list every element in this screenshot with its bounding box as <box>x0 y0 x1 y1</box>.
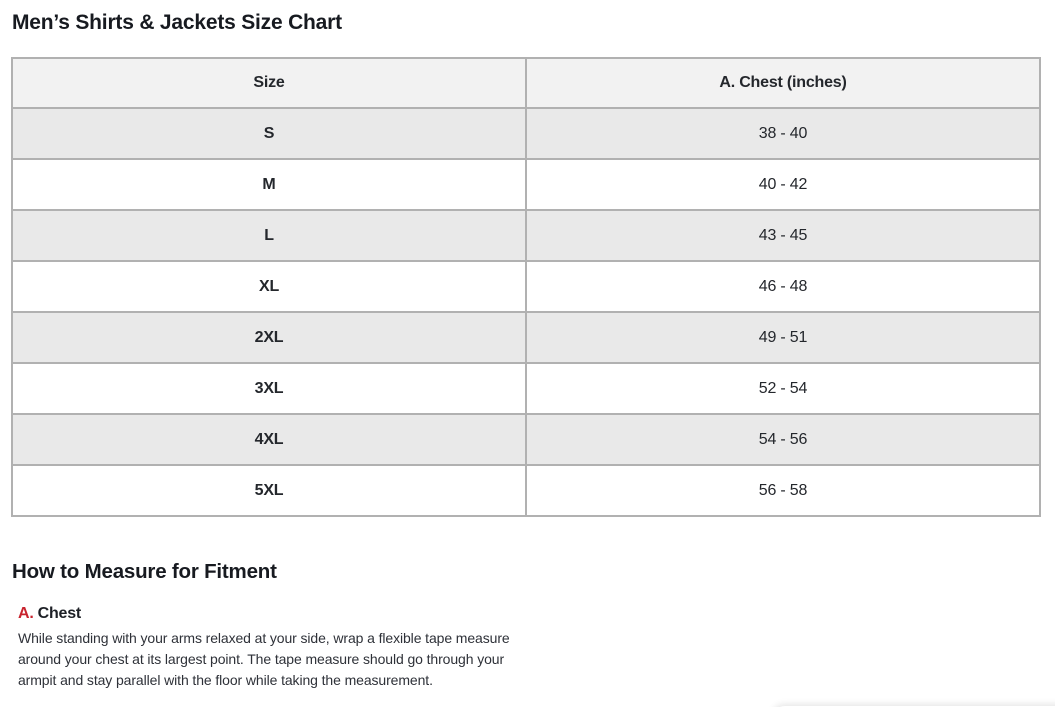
chest-cell: 49 - 51 <box>525 311 1041 364</box>
page-title: Men’s Shirts & Jackets Size Chart <box>12 11 342 34</box>
chest-cell: 54 - 56 <box>525 413 1041 466</box>
chest-cell: 52 - 54 <box>525 362 1041 415</box>
column-header-chest: A. Chest (inches) <box>525 57 1041 109</box>
size-cell: 2XL <box>11 311 527 364</box>
size-cell: 3XL <box>11 362 527 415</box>
size-chart-table: Size A. Chest (inches) S 38 - 40 M 40 - … <box>11 57 1041 517</box>
measure-description: While standing with your arms relaxed at… <box>18 630 510 688</box>
chest-cell: 43 - 45 <box>525 209 1041 262</box>
chest-cell: 56 - 58 <box>525 464 1041 517</box>
table-row: S 38 - 40 <box>11 107 1041 160</box>
table-row: XL 46 - 48 <box>11 260 1041 313</box>
table-row: M 40 - 42 <box>11 158 1041 211</box>
table-header-row: Size A. Chest (inches) <box>11 57 1041 109</box>
size-cell: XL <box>11 260 527 313</box>
chest-cell: 38 - 40 <box>525 107 1041 160</box>
table-row: L 43 - 45 <box>11 209 1041 262</box>
size-cell: S <box>11 107 527 160</box>
size-cell: 4XL <box>11 413 527 466</box>
chest-cell: 40 - 42 <box>525 158 1041 211</box>
size-cell: M <box>11 158 527 211</box>
table-row: 5XL 56 - 58 <box>11 464 1041 517</box>
chest-cell: 46 - 48 <box>525 260 1041 313</box>
measure-section-heading: How to Measure for Fitment <box>12 560 277 583</box>
size-cell: L <box>11 209 527 262</box>
size-cell: 5XL <box>11 464 527 517</box>
measure-letter: A. <box>18 605 34 622</box>
table-row: 2XL 49 - 51 <box>11 311 1041 364</box>
size-table-body: S 38 - 40 M 40 - 42 L 43 - 45 XL 46 - 48… <box>11 107 1041 517</box>
measure-label: Chest <box>37 605 82 622</box>
column-header-size: Size <box>11 57 527 109</box>
table-row: 3XL 52 - 54 <box>11 362 1041 415</box>
measure-item-title: A. Chest <box>18 605 1055 623</box>
size-chart-page: Men’s Shirts & Jackets Size Chart Size A… <box>0 11 1055 707</box>
measure-item-chest: A. Chest While standing with your arms re… <box>18 605 1055 691</box>
table-row: 4XL 54 - 56 <box>11 413 1041 466</box>
